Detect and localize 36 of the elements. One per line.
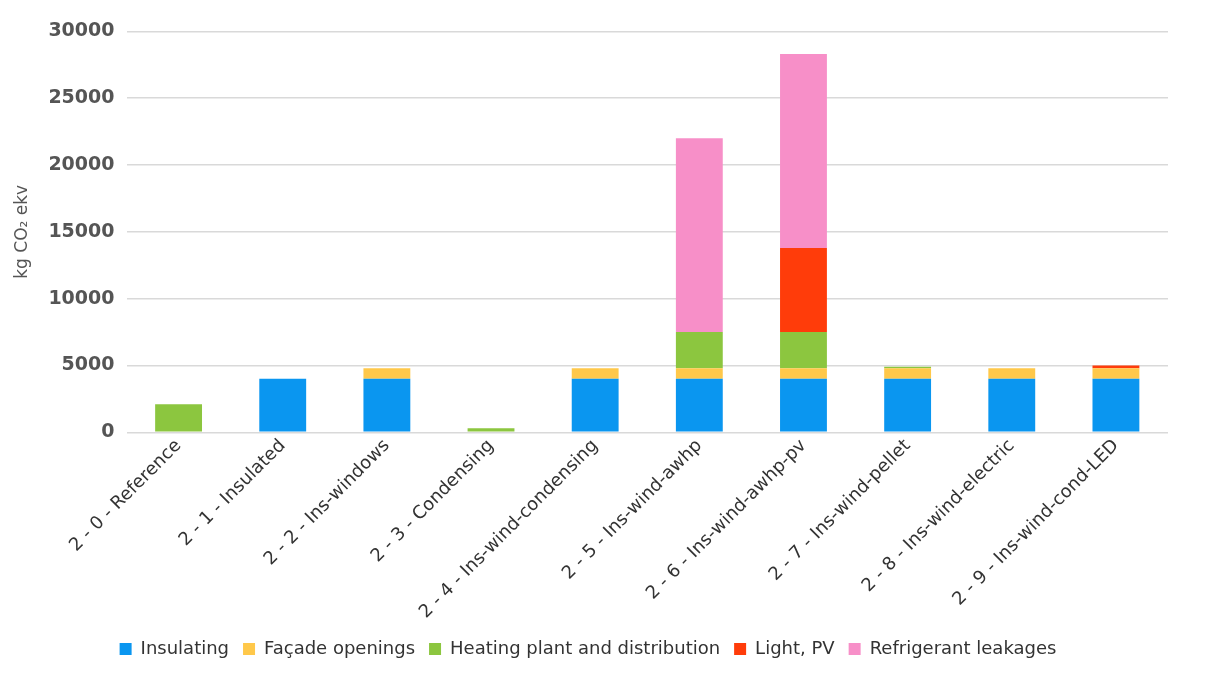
bar: [675, 378, 723, 432]
bar: [363, 368, 411, 379]
bar: [467, 428, 515, 432]
bar: [675, 368, 723, 379]
bar: [884, 378, 932, 432]
bar: [1092, 365, 1140, 369]
bar: [155, 404, 203, 432]
bar: [988, 368, 1036, 379]
y-tick-label: 0: [101, 419, 115, 442]
legend-label: Light, PV: [755, 636, 836, 658]
bar: [363, 378, 411, 432]
bar: [884, 368, 932, 379]
bar: [988, 378, 1036, 432]
bar: [675, 138, 723, 333]
bar: [780, 368, 827, 379]
legend-label: Insulating: [140, 636, 230, 658]
y-axis-title: kg CO₂ ekv: [10, 184, 31, 279]
bar: [780, 54, 827, 248]
legend-label: Heating plant and distribution: [450, 636, 721, 658]
bar: [780, 247, 827, 333]
bar: [571, 368, 619, 379]
bar: [780, 378, 827, 432]
legend-label: Refrigerant leakages: [869, 636, 1057, 658]
bar: [571, 378, 619, 432]
y-tick-label: 5000: [61, 352, 115, 375]
legend-label: Façade openings: [264, 636, 416, 658]
y-tick-label: 15000: [48, 218, 115, 241]
bar: [780, 332, 827, 369]
bar: [675, 332, 723, 369]
y-tick-label: 30000: [48, 18, 115, 41]
y-tick-label: 10000: [48, 285, 115, 308]
y-tick-label: 20000: [48, 151, 115, 174]
bar: [1092, 368, 1140, 379]
bar: [259, 378, 307, 432]
y-tick-label: 25000: [48, 85, 115, 108]
bar: [1092, 378, 1140, 432]
